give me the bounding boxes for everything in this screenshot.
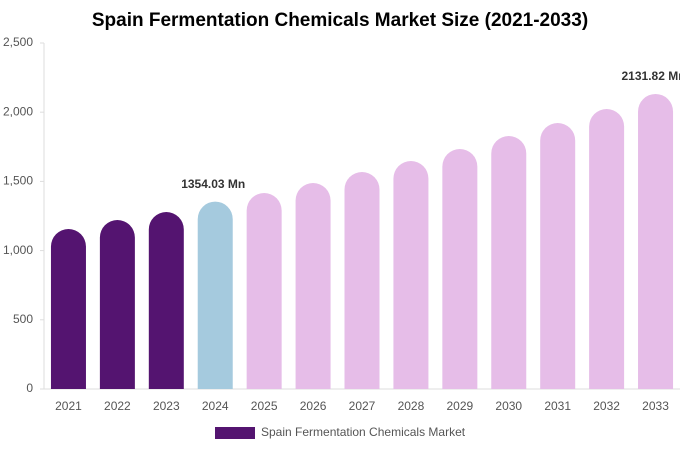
- bar: [197, 201, 233, 389]
- x-tick-label: 2033: [642, 399, 669, 413]
- bar: [540, 122, 576, 390]
- x-tick-label: 2029: [446, 399, 473, 413]
- bar: [393, 161, 429, 389]
- legend-label: Spain Fermentation Chemicals Market: [261, 425, 466, 439]
- y-tick-label: 2,500: [3, 35, 33, 49]
- chart-title: Spain Fermentation Chemicals Market Size…: [92, 10, 588, 31]
- bar: [246, 193, 282, 389]
- bar: [50, 229, 86, 389]
- legend-swatch: [215, 427, 255, 439]
- value-label: 1354.03 Mn: [181, 177, 245, 191]
- x-tick-label: 2025: [251, 399, 278, 413]
- x-tick-label: 2028: [398, 399, 425, 413]
- bar: [148, 211, 184, 389]
- value-label: 2131.82 Mn: [622, 69, 680, 83]
- x-tick-label: 2030: [495, 399, 522, 413]
- y-tick-label: 500: [13, 312, 33, 326]
- x-tick-label: 2027: [349, 399, 376, 413]
- x-tick-label: 2023: [153, 399, 180, 413]
- x-tick-label: 2031: [544, 399, 571, 413]
- bar: [589, 109, 625, 390]
- x-tick-label: 2021: [55, 399, 82, 413]
- bar: [638, 93, 674, 389]
- bar: [99, 220, 135, 389]
- bar: [491, 136, 527, 389]
- bar: [442, 149, 478, 389]
- bar: [295, 183, 331, 389]
- x-tick-label: 2032: [593, 399, 620, 413]
- y-tick-label: 0: [26, 381, 33, 395]
- y-tick-label: 2,000: [3, 104, 33, 118]
- x-tick-label: 2026: [300, 399, 327, 413]
- y-tick-label: 1,500: [3, 174, 33, 188]
- y-tick-label: 1,000: [3, 243, 33, 257]
- x-tick-label: 2024: [202, 399, 229, 413]
- bar: [344, 171, 380, 389]
- x-tick-label: 2022: [104, 399, 131, 413]
